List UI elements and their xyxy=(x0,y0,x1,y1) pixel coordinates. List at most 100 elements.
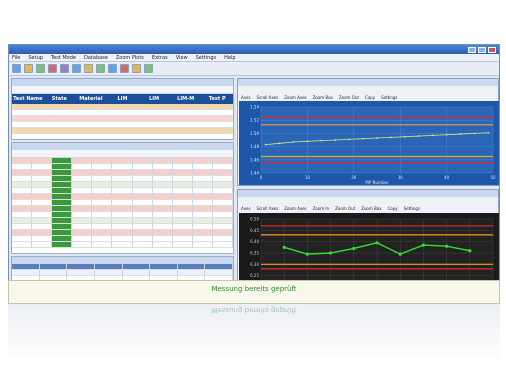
toolbar-icon[interactable] xyxy=(84,64,93,73)
panel-title xyxy=(238,190,498,197)
x-tick-label: 10 xyxy=(305,175,311,180)
menu-item[interactable]: Help xyxy=(224,54,236,61)
chart-tool-button[interactable]: Axes xyxy=(241,95,251,100)
table-row[interactable] xyxy=(12,212,234,218)
column-header[interactable]: LIM xyxy=(149,96,160,102)
y-tick-label: 1.52 xyxy=(250,118,259,123)
chart-tool-button[interactable]: Zoom Axes xyxy=(284,95,307,100)
x-tick-label: 0 xyxy=(260,175,263,180)
table-row[interactable] xyxy=(12,242,234,248)
chart-tool-button[interactable]: Zoom Out xyxy=(335,206,356,211)
data-point xyxy=(417,135,420,137)
menu-item[interactable]: Database xyxy=(84,54,108,61)
y-tick-label: 6.25 xyxy=(250,273,259,278)
toolbar-icon[interactable] xyxy=(36,64,45,73)
table-row[interactable] xyxy=(12,104,233,110)
status-message-reflection: Messung bereits geprüft xyxy=(211,306,297,314)
table-row[interactable] xyxy=(12,188,234,194)
toolbar-icon[interactable] xyxy=(48,64,57,73)
title-bar xyxy=(9,45,499,54)
toolbar-icon[interactable] xyxy=(72,64,81,73)
toolbar-icon[interactable] xyxy=(120,64,129,73)
plot-area xyxy=(261,107,493,173)
table-row[interactable] xyxy=(12,128,233,134)
data-point xyxy=(292,141,295,143)
chart-tool-button[interactable]: Zoom In xyxy=(312,206,330,211)
chart-tool-button[interactable]: Zoom Box xyxy=(312,95,333,100)
chart-toolbar: Axes Scroll Axes Zoom Axes Zoom Box Zoom… xyxy=(238,86,498,101)
menu-item[interactable]: Extras xyxy=(151,54,168,61)
table-row[interactable] xyxy=(12,236,234,242)
menu-item[interactable]: Settings xyxy=(195,54,217,61)
table-row[interactable] xyxy=(12,170,234,176)
panel-title xyxy=(238,79,498,86)
x-tick-label: 40 xyxy=(444,175,450,180)
data-point xyxy=(445,244,449,248)
chart-tool-button[interactable]: Zoom Out xyxy=(338,95,359,100)
table-row[interactable] xyxy=(12,110,233,116)
menu-item[interactable]: File xyxy=(12,54,21,61)
data-point xyxy=(375,241,379,245)
table-row[interactable] xyxy=(12,200,234,206)
menu-item[interactable]: Test Mode xyxy=(50,54,76,61)
column-header[interactable]: Material xyxy=(79,96,103,102)
chart-tool-button[interactable]: Settings xyxy=(381,95,398,100)
chart-tool-button[interactable]: Axes xyxy=(241,206,251,211)
table-row[interactable] xyxy=(12,264,233,270)
data-point xyxy=(376,137,378,139)
data-point xyxy=(403,135,406,138)
table-row[interactable] xyxy=(12,224,234,230)
table-row[interactable] xyxy=(12,164,234,170)
column-header[interactable]: Test Name xyxy=(13,96,43,102)
data-point xyxy=(334,139,337,141)
chart-tool-button[interactable]: Scroll Axes xyxy=(256,206,279,211)
column-header[interactable]: Test P xyxy=(208,96,226,102)
menu-item[interactable]: Zoom Plots xyxy=(115,54,144,61)
measure-rows xyxy=(12,158,234,248)
table-row[interactable] xyxy=(12,176,234,182)
table-row[interactable] xyxy=(12,116,233,122)
data-point xyxy=(282,245,286,249)
table-row[interactable] xyxy=(12,270,233,276)
toolbar-icon[interactable] xyxy=(24,64,33,73)
data-point xyxy=(278,142,281,145)
toolbar-icon[interactable] xyxy=(96,64,105,73)
table-row[interactable] xyxy=(12,218,234,224)
y-tick-label: 6.50 xyxy=(250,217,259,222)
table-row[interactable] xyxy=(12,122,233,128)
chart-tool-button[interactable]: Copy xyxy=(387,206,398,211)
menu-item[interactable]: Setup xyxy=(28,54,43,61)
test-table-header: Test Name State Material LIM LIM LIM-M T… xyxy=(12,94,233,104)
y-tick-label: 1.48 xyxy=(250,144,259,149)
x-axis-label: MP Number xyxy=(365,180,389,185)
table-row[interactable] xyxy=(12,230,234,236)
toolbar-icon[interactable] xyxy=(12,64,21,73)
top-chart[interactable]: 1.54 1.52 1.50 1.48 1.46 1.440 10 20 30 40 50 MP Nu… xyxy=(239,101,499,185)
minimize-icon[interactable] xyxy=(468,46,476,53)
table-row[interactable] xyxy=(12,158,234,164)
chart-tool-button[interactable]: Copy xyxy=(364,95,376,100)
table-row[interactable] xyxy=(12,182,234,188)
table-row[interactable] xyxy=(12,206,234,212)
y-tick-label: 1.54 xyxy=(250,105,259,110)
chart-tool-button[interactable]: Zoom Axes xyxy=(284,206,307,211)
table-row[interactable] xyxy=(12,194,234,200)
column-header[interactable]: State xyxy=(51,96,67,102)
menu-item[interactable]: View xyxy=(175,54,188,61)
close-icon[interactable] xyxy=(488,46,496,53)
data-point xyxy=(468,249,472,253)
panel-title xyxy=(12,79,233,86)
chart-tool-button[interactable]: Scroll Axes xyxy=(256,95,279,100)
toolbar-icon[interactable] xyxy=(132,64,141,73)
toolbar-icon[interactable] xyxy=(108,64,117,73)
x-tick-label: 20 xyxy=(351,175,357,180)
toolbar-icon[interactable] xyxy=(60,64,69,73)
chart-tool-button[interactable]: Settings xyxy=(403,206,421,211)
chart-tool-button[interactable]: Zoom Box xyxy=(361,206,382,211)
column-header[interactable]: LIM xyxy=(117,96,128,102)
toolbar-icon[interactable] xyxy=(144,64,153,73)
panel-toolbar xyxy=(12,86,233,94)
maximize-icon[interactable] xyxy=(478,46,486,53)
data-point xyxy=(305,252,309,256)
column-header[interactable]: LIM-M xyxy=(177,96,195,102)
